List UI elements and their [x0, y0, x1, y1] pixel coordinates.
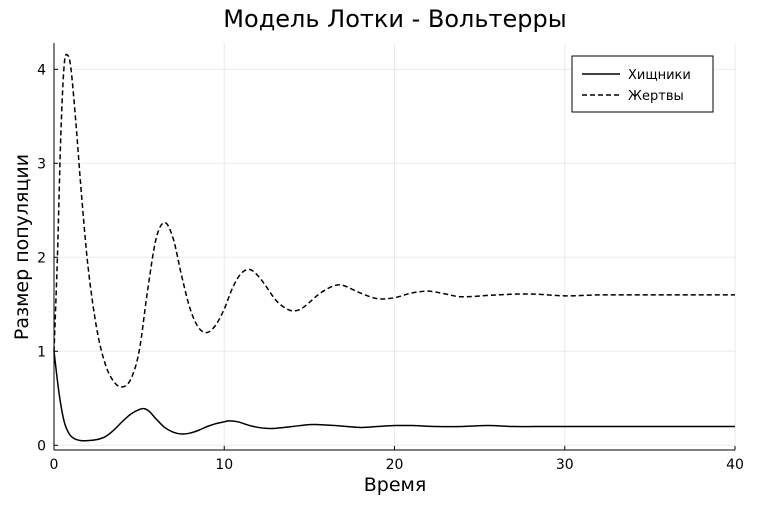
series-layer	[53, 53, 735, 442]
series-line-predators	[53, 351, 735, 442]
y-tick-label: 0	[37, 438, 46, 454]
series-line-prey	[53, 53, 735, 388]
x-tick-label: 30	[556, 457, 574, 473]
x-tick-label: 0	[50, 457, 59, 473]
y-tick-label: 1	[37, 344, 46, 360]
legend-label-prey: Жертвы	[628, 89, 684, 104]
legend: Хищники Жертвы	[571, 55, 714, 113]
y-tick-label: 3	[37, 156, 46, 172]
legend-box	[571, 55, 714, 113]
x-tick-label: 20	[386, 457, 404, 473]
y-axis-label: Размер популяции	[11, 154, 33, 340]
legend-label-predators: Хищники	[628, 68, 691, 83]
axes	[53, 43, 736, 451]
x-axis-label: Время	[364, 474, 427, 496]
y-tick-label: 4	[37, 62, 46, 78]
x-tick-label: 40	[726, 457, 744, 473]
chart-title: Модель Лотки - Вольтерры	[223, 5, 566, 33]
x-tick-label: 10	[215, 457, 233, 473]
tick-labels: 0 10 20 30 40 0 1 2 3 4	[37, 62, 744, 473]
y-tick-label: 2	[37, 250, 46, 266]
